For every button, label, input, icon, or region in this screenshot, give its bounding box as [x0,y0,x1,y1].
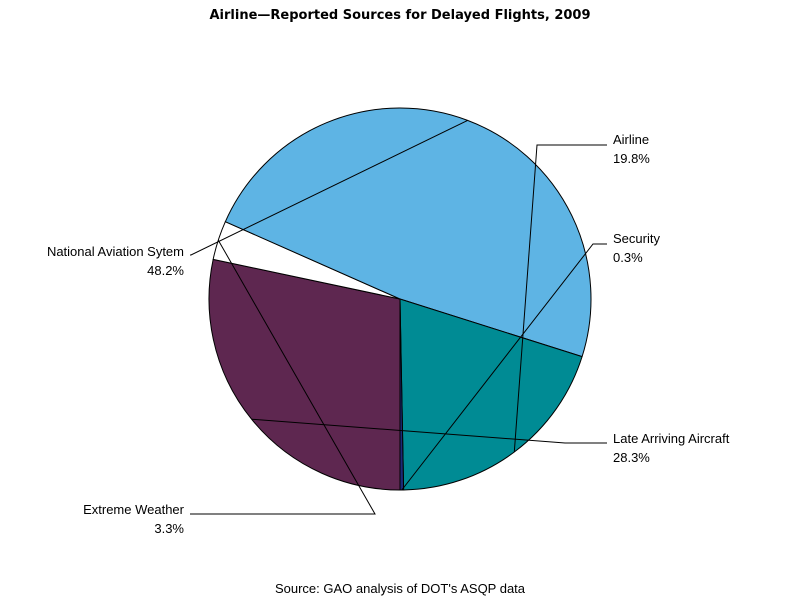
slice-value-label-0: 28.3% [613,450,650,465]
slice-labels: Late Arriving Aircraft 28.3% Extreme Weath… [47,132,730,536]
leader-line-3 [513,144,607,453]
pie-slices [208,107,592,491]
slice-value-label-1: 3.3% [154,521,184,536]
slice-label-0: Late Arriving Aircraft [613,431,730,446]
slice-value-label-4: 0.3% [613,250,643,265]
slice-label-3: Airline [613,132,649,147]
slice-value-label-2: 48.2% [147,263,184,278]
slice-label-2: National Aviation Sytem [47,244,184,259]
chart-source: Source: GAO analysis of DOT's ASQP data [275,581,526,596]
leader-line-2 [190,119,468,256]
pie-slice-0 [208,258,401,491]
slice-label-4: Security [613,231,660,246]
slice-value-label-3: 19.8% [613,151,650,166]
leader-line-0 [251,418,607,444]
leader-line-4 [401,243,607,491]
chart-title: Airline—Reported Sources for Delayed Fli… [209,8,590,23]
leader-line-1 [190,239,376,515]
slice-label-1: Extreme Weather [83,502,185,517]
leader-lines [190,119,607,515]
